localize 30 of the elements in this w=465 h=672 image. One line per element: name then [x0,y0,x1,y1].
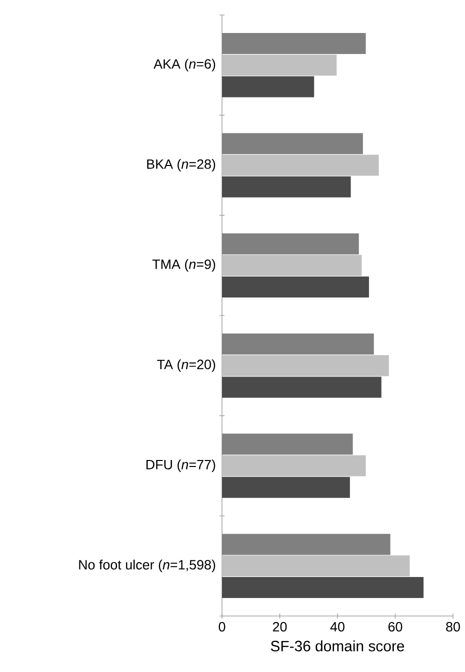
y-tick-label: TA (n=20) [157,359,216,372]
bar [222,76,314,98]
bar [222,133,363,154]
x-tick-label: 20 [272,622,287,632]
y-tick-label: DFU (n=77) [146,459,216,472]
bar [222,333,374,354]
x-tick-label: 80 [446,622,460,632]
bar [222,32,366,54]
bar [222,276,369,298]
x-axis-title: SF-36 domain score [270,640,404,652]
bar [222,233,359,254]
bar [222,455,366,476]
x-tick-label: 0 [218,622,226,632]
bar [222,254,362,276]
bar [222,577,424,598]
bar [222,376,382,398]
y-tick-label: AKA (n=6) [154,58,216,72]
bar [222,355,389,376]
y-tick-label: BKA (n=28) [147,158,216,172]
bar [222,534,390,555]
bar [222,555,410,576]
bar [222,476,350,498]
y-tick-label: No foot ulcer (n=1,598) [79,560,216,572]
bar [222,176,351,198]
bar [222,54,337,76]
x-tick-label: 60 [388,622,402,632]
bar [222,154,379,176]
y-tick-label: TMA (n=9) [152,259,216,272]
x-tick-label: 40 [330,622,344,632]
bar [222,434,353,455]
